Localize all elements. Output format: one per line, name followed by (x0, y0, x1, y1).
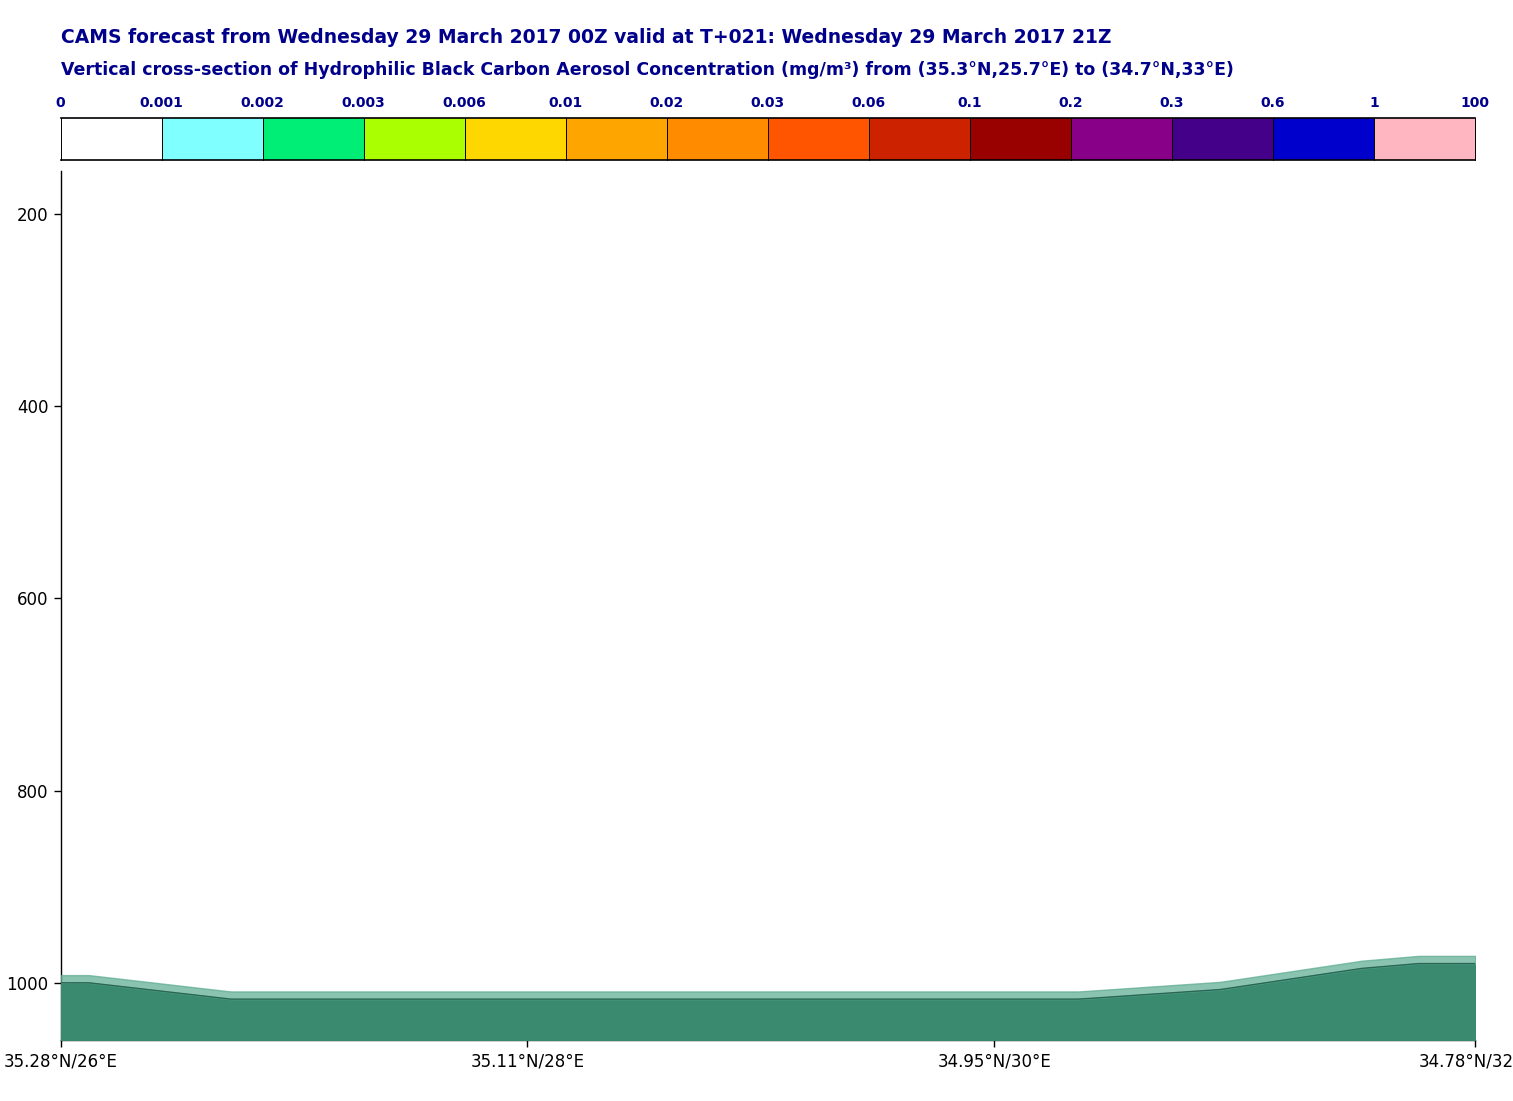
Bar (1272, 118, 1374, 160)
Bar (363, 118, 464, 160)
Bar (263, 118, 363, 160)
Text: 0: 0 (56, 96, 65, 110)
Bar (667, 118, 769, 160)
Text: CAMS forecast from Wednesday 29 March 2017 00Z valid at T+021: Wednesday 29 Marc: CAMS forecast from Wednesday 29 March 20… (61, 28, 1111, 46)
Bar (868, 118, 970, 160)
Text: 1: 1 (1369, 96, 1378, 110)
Text: 0.03: 0.03 (750, 96, 785, 110)
Text: 0.02: 0.02 (649, 96, 684, 110)
Bar (1173, 118, 1272, 160)
Bar (566, 118, 667, 160)
Text: 0.001: 0.001 (139, 96, 183, 110)
Bar (61, 118, 162, 160)
Text: 0.003: 0.003 (342, 96, 386, 110)
Text: 0.2: 0.2 (1059, 96, 1083, 110)
Text: 0.01: 0.01 (549, 96, 583, 110)
Text: 0.1: 0.1 (958, 96, 982, 110)
Bar (769, 118, 868, 160)
Text: 0.3: 0.3 (1160, 96, 1185, 110)
Bar (970, 118, 1071, 160)
Bar (1374, 118, 1475, 160)
Bar (464, 118, 566, 160)
Bar (162, 118, 263, 160)
Text: 0.6: 0.6 (1260, 96, 1286, 110)
Text: 0.06: 0.06 (852, 96, 887, 110)
Text: 0.006: 0.006 (443, 96, 487, 110)
Text: Vertical cross-section of Hydrophilic Black Carbon Aerosol Concentration (mg/m³): Vertical cross-section of Hydrophilic Bl… (61, 61, 1233, 78)
Text: 100: 100 (1460, 96, 1490, 110)
Text: 0.002: 0.002 (241, 96, 284, 110)
Bar (1071, 118, 1173, 160)
